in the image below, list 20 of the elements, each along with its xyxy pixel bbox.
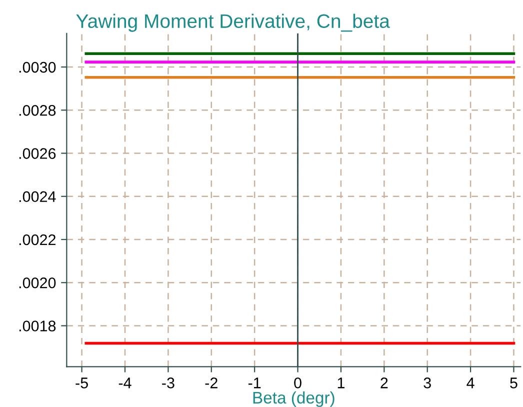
y-tick-label: .0024 (19, 191, 56, 202)
x-axis-title: Beta (degr) (253, 391, 334, 407)
y-tick-label: .0028 (19, 105, 56, 116)
y-tick-label: .0022 (19, 234, 56, 246)
x-tick-label: -4 (118, 378, 132, 388)
y-tick-label: .0030 (19, 62, 56, 73)
x-tick-label: -2 (205, 378, 218, 388)
x-tick-label: 5 (510, 378, 518, 388)
x-tick-label: 1 (338, 378, 344, 388)
x-tick-label: -1 (248, 378, 261, 388)
y-tick-label: .0018 (19, 320, 56, 332)
chart-title: Yawing Moment Derivative, Cn_beta (76, 14, 390, 32)
x-tick-label: 2 (380, 378, 388, 388)
y-tick-label: .0020 (19, 277, 56, 288)
y-tick-label: .0026 (19, 148, 56, 159)
x-tick-label: -3 (162, 378, 174, 388)
x-tick-label: 4 (466, 378, 474, 388)
x-tick-label: 0 (294, 378, 302, 388)
x-tick-label: 3 (424, 378, 431, 388)
x-tick-label: -5 (76, 378, 88, 388)
